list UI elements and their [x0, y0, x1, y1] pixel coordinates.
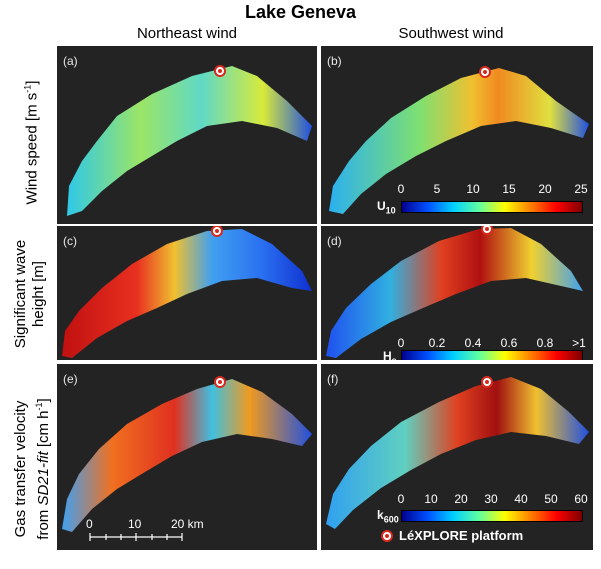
lake-shape [67, 66, 312, 216]
lake-shape [326, 228, 583, 358]
row-label-wave-height: Significant wave height [m] [12, 239, 47, 349]
row-label-wind-speed: Wind speed [m s-1] [22, 80, 41, 205]
panel-label-a: (a) [63, 54, 78, 68]
panel-label-f: (f) [327, 372, 339, 386]
panel-label-d: (d) [327, 234, 342, 248]
map-panel-c: (c) [57, 226, 317, 360]
colorbar-label-u10: U10 [377, 199, 396, 216]
map-panel-a: (a) [57, 46, 317, 224]
panel-label-c: (c) [63, 234, 77, 248]
map-panel-f: (f) 0 10 20 30 40 50 60 k600 LéXPLORE platform [321, 364, 593, 550]
colorbar-k600 [401, 510, 583, 522]
scale-tick-10: 10 [128, 517, 142, 531]
map-panel-e: (e) 0 10 20 km [57, 364, 317, 550]
panel-label-b: (b) [327, 54, 342, 68]
lake-shape [62, 229, 312, 358]
colorbar-hs [401, 350, 583, 360]
scale-tick-0: 0 [86, 517, 93, 531]
column-title-northeast: Northeast wind [136, 25, 238, 42]
map-panel-d: (d) 00.20.40.60.8>1 Hs [321, 226, 593, 360]
colorbar-label-k600: k600 [377, 508, 399, 525]
map-panel-b: (b) 0 5 10 15 20 25 U10 [321, 46, 593, 224]
scale-tick-20km: 20 km [171, 517, 204, 531]
colorbar-ticks-hs: 0 0.2 0.4 0.6 0.8 >1 [397, 336, 586, 350]
colorbar-ticks-u10: 0 5 10 15 20 25 [397, 182, 588, 196]
legend-platform-label: LéXPLORE platform [399, 528, 524, 543]
colorbar-ticks-k600: 0 10 20 30 40 50 60 [397, 492, 588, 506]
colorbar-label-hs: Hs [383, 349, 397, 360]
lake-shape [62, 379, 312, 532]
colorbar-u10 [401, 201, 583, 213]
figure-title: Lake Geneva [244, 2, 357, 22]
lake-shape [326, 377, 589, 529]
scale-bar [89, 533, 183, 541]
column-title-southwest: Southwest wind [398, 25, 504, 42]
row-label-gas-transfer: Gas transfer velocity from SD21-fit [cm … [12, 398, 52, 540]
lake-shape [329, 68, 589, 214]
panel-label-e: (e) [63, 372, 78, 386]
